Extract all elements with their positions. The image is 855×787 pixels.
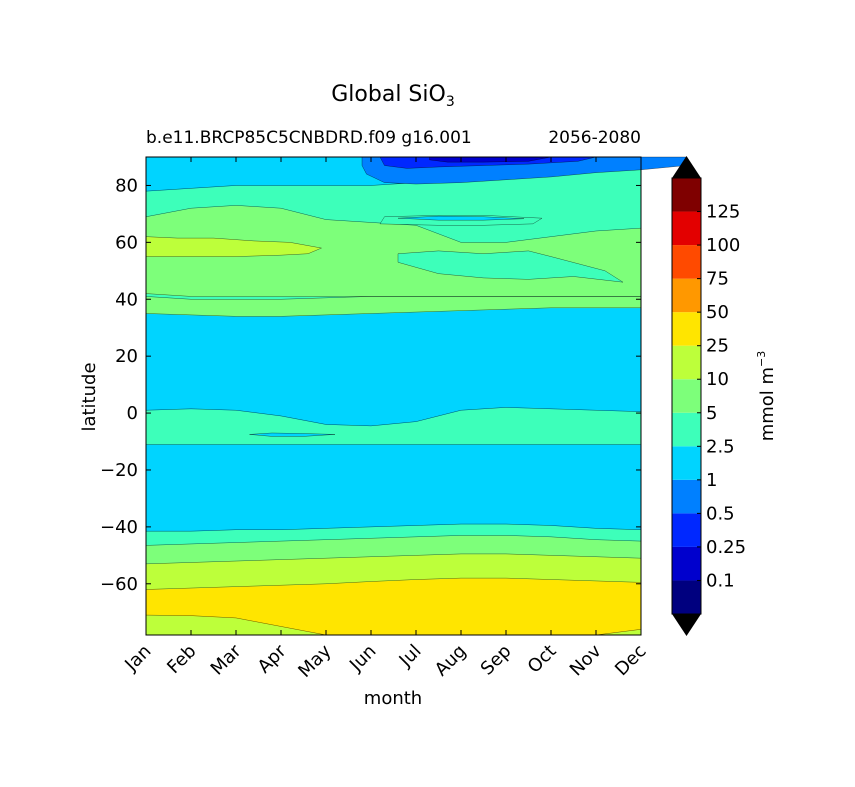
x-tick-label: Sep (477, 641, 516, 680)
colorbar-label: mmol m−3 (755, 351, 778, 442)
y-tick-label: 40 (115, 289, 138, 310)
contour-line (145, 553, 642, 565)
colorbar-segment (672, 312, 701, 346)
colorbar-tick-label: 2.5 (706, 436, 735, 457)
x-tick-label: Feb (163, 641, 200, 678)
colorbar-tick-label: 10 (706, 369, 729, 390)
colorbar-segment (672, 178, 701, 212)
plot-area: Jan Feb Mar Apr May Jun Jul Aug Sep Oct Nov Dec 80 6… (100, 156, 687, 682)
contour-patch-layer (145, 156, 687, 437)
colorbar-segment (672, 580, 701, 614)
x-tick-label: Apr (254, 640, 291, 677)
colorbar-segment (672, 513, 701, 547)
contour-patch (397, 215, 525, 221)
colorbar-tick-label: 125 (706, 202, 740, 223)
colorbar-segment (672, 278, 701, 313)
x-tick-label: Aug (431, 641, 471, 681)
x-tick-label: Jun (345, 641, 380, 676)
contour-patch (249, 432, 336, 437)
contour-line (145, 577, 642, 590)
y-tick-label: −20 (100, 460, 138, 481)
x-tick-label: Nov (566, 640, 606, 680)
colorbar-tick-label: 75 (706, 269, 729, 290)
colorbar-extend-max (672, 156, 701, 178)
chart-subtitle-left: b.e11.BRCP85C5CNBDRD.f09 g16.001 (146, 128, 472, 148)
contour-patch (397, 250, 624, 283)
y-tick-label: −40 (100, 517, 138, 538)
colorbar-segment (672, 546, 701, 581)
colorbar-segment (672, 446, 701, 480)
x-axis-label: month (364, 688, 422, 709)
colorbar-tick-label: 0.5 (706, 503, 735, 524)
contour-line (145, 407, 642, 427)
chart-title: Global SiO3 (331, 82, 455, 110)
colorbar-tick-label: 0.25 (706, 537, 746, 558)
contour-line (145, 307, 641, 317)
contour-line (145, 293, 641, 297)
y-axis-label: latitude (79, 362, 100, 431)
y-tick-label: 60 (115, 232, 138, 253)
x-tick-label: Jan (120, 641, 155, 676)
contour-patch (145, 236, 323, 257)
colorbar: 0.1 0.25 0.5 1 2.5 5 10 25 50 75 100 125 (671, 156, 746, 636)
x-tick-label: May (294, 640, 335, 681)
colorbar-segment (672, 211, 701, 246)
y-tick-label: 20 (115, 346, 138, 367)
contour-band (145, 444, 642, 532)
y-axis: 80 60 40 20 0 −20 −40 −60 (100, 175, 641, 595)
colorbar-tick-label: 50 (706, 302, 729, 323)
y-tick-label: 80 (115, 175, 138, 196)
colorbar-tick-label: 1 (706, 470, 717, 491)
contour-fill-layer (145, 156, 642, 636)
contour-band (145, 307, 642, 427)
colorbar-tick-label: 0.1 (706, 570, 735, 591)
colorbar-segment (672, 345, 701, 380)
colorbar-segment (672, 245, 701, 279)
x-tick-label: Jul (395, 641, 426, 672)
colorbar-tick-label: 25 (706, 336, 729, 357)
contour-line (145, 535, 642, 546)
colorbar-extend-min (672, 614, 701, 636)
colorbar-segment (672, 379, 701, 413)
colorbar-tick-label: 100 (706, 235, 740, 256)
y-tick-label: −60 (100, 574, 138, 595)
colorbar-segment (672, 479, 701, 514)
colorbar-tick-label: 5 (706, 403, 717, 424)
contour-line (146, 523, 642, 532)
plot-frame (145, 156, 642, 636)
colorbar-frame (671, 177, 702, 615)
y-tick-label: 0 (127, 403, 138, 424)
x-tick-label: Dec (611, 641, 650, 680)
colorbar-segment (672, 412, 701, 447)
chart-subtitle-right: 2056-2080 (548, 128, 641, 148)
x-tick-label: Oct (524, 641, 561, 678)
x-tick-label: Mar (207, 640, 246, 679)
